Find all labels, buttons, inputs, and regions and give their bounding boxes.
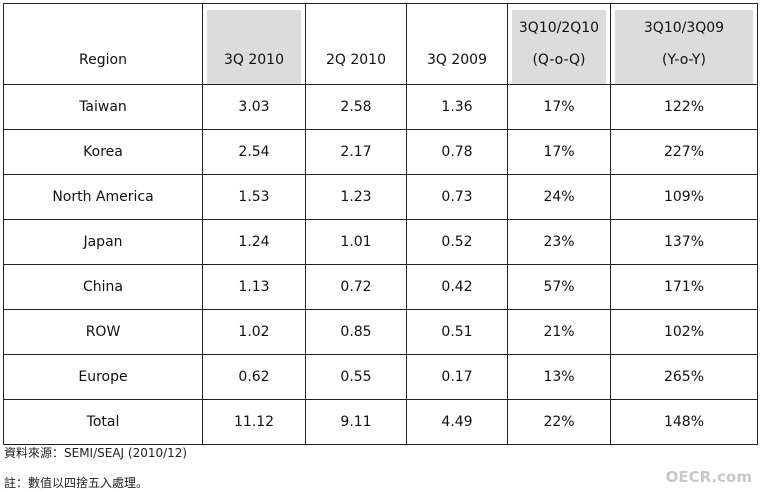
header-text: (Q-o-Q) xyxy=(532,52,586,68)
value-cell: 0.17 xyxy=(406,354,508,400)
watermark: OECR.com xyxy=(665,468,752,486)
region-cell: Japan xyxy=(3,219,203,265)
data-table: Region 3Q 2010 2Q 2010 3Q 2009 3Q10/2Q10 (Q-o… xyxy=(3,3,758,445)
header-text: 3Q10/3Q09 xyxy=(643,20,725,36)
value-cell: 227% xyxy=(610,129,758,175)
value-cell: 2.54 xyxy=(202,129,306,175)
value-cell: 109% xyxy=(610,174,758,220)
value-cell: 1.24 xyxy=(202,219,306,265)
region-cell: Europe xyxy=(3,354,203,400)
data-row: Japan 1.24 1.01 0.52 23% 137% xyxy=(3,219,758,265)
value-cell: 0.42 xyxy=(406,264,508,310)
value-cell: 137% xyxy=(610,219,758,265)
value-cell: 9.11 xyxy=(305,399,407,445)
region-cell: Taiwan xyxy=(3,84,203,130)
data-row: ROW 1.02 0.85 0.51 21% 102% xyxy=(3,309,758,355)
value-cell: 148% xyxy=(610,399,758,445)
value-cell: 0.72 xyxy=(305,264,407,310)
header-cell: 3Q10/2Q10 (Q-o-Q) xyxy=(507,3,611,85)
value-cell: 17% xyxy=(507,129,611,175)
value-cell: 0.78 xyxy=(406,129,508,175)
value-cell: 0.85 xyxy=(305,309,407,355)
value-cell: 0.51 xyxy=(406,309,508,355)
value-cell: 57% xyxy=(507,264,611,310)
value-cell: 24% xyxy=(507,174,611,220)
value-cell: 22% xyxy=(507,399,611,445)
value-cell: 171% xyxy=(610,264,758,310)
rounding-note: 註：數值以四捨五入處理。 xyxy=(4,476,149,490)
value-cell: 1.53 xyxy=(202,174,306,220)
value-cell: 0.52 xyxy=(406,219,508,265)
data-row: China 1.13 0.72 0.42 57% 171% xyxy=(3,264,758,310)
header-text: 3Q10/2Q10 xyxy=(518,20,600,36)
value-cell: 1.23 xyxy=(305,174,407,220)
data-row: Korea 2.54 2.17 0.78 17% 227% xyxy=(3,129,758,175)
header-text: 3Q 2010 xyxy=(223,52,284,68)
region-cell: North America xyxy=(3,174,203,220)
value-cell: 2.58 xyxy=(305,84,407,130)
value-cell: 0.73 xyxy=(406,174,508,220)
value-cell: 0.62 xyxy=(202,354,306,400)
table-body: Region 3Q 2010 2Q 2010 3Q 2009 3Q10/2Q10 (Q-o… xyxy=(3,3,758,445)
value-cell: 1.13 xyxy=(202,264,306,310)
region-cell: Korea xyxy=(3,129,203,175)
value-cell: 11.12 xyxy=(202,399,306,445)
header-cell: 3Q 2009 xyxy=(406,3,508,85)
value-cell: 1.02 xyxy=(202,309,306,355)
value-cell: 1.01 xyxy=(305,219,407,265)
value-cell: 102% xyxy=(610,309,758,355)
header-text: 2Q 2010 xyxy=(325,52,386,68)
header-cell: 2Q 2010 xyxy=(305,3,407,85)
value-cell: 0.55 xyxy=(305,354,407,400)
header-cell: Region xyxy=(3,3,203,85)
data-row: Europe 0.62 0.55 0.17 13% 265% xyxy=(3,354,758,400)
data-row: Taiwan 3.03 2.58 1.36 17% 122% xyxy=(3,84,758,130)
value-cell: 122% xyxy=(610,84,758,130)
value-cell: 21% xyxy=(507,309,611,355)
data-row: North America 1.53 1.23 0.73 24% 109% xyxy=(3,174,758,220)
header-cell: 3Q10/3Q09 (Y-o-Y) xyxy=(610,3,758,85)
header-text: Region xyxy=(79,52,127,68)
value-cell: 3.03 xyxy=(202,84,306,130)
value-cell: 1.36 xyxy=(406,84,508,130)
header-text: (Y-o-Y) xyxy=(662,52,706,68)
value-cell: 23% xyxy=(507,219,611,265)
region-cell: Total xyxy=(3,399,203,445)
region-cell: ROW xyxy=(3,309,203,355)
header-cell: 3Q 2010 xyxy=(202,3,306,85)
value-cell: 17% xyxy=(507,84,611,130)
header-text: 3Q 2009 xyxy=(426,52,487,68)
region-cell: China xyxy=(3,264,203,310)
source-note: 資料來源：SEMI/SEAJ (2010/12) xyxy=(4,446,188,460)
value-cell: 13% xyxy=(507,354,611,400)
data-row: Total 11.12 9.11 4.49 22% 148% xyxy=(3,399,758,445)
value-cell: 265% xyxy=(610,354,758,400)
header-row: Region 3Q 2010 2Q 2010 3Q 2009 3Q10/2Q10 (Q-o… xyxy=(3,3,758,85)
value-cell: 2.17 xyxy=(305,129,407,175)
value-cell: 4.49 xyxy=(406,399,508,445)
